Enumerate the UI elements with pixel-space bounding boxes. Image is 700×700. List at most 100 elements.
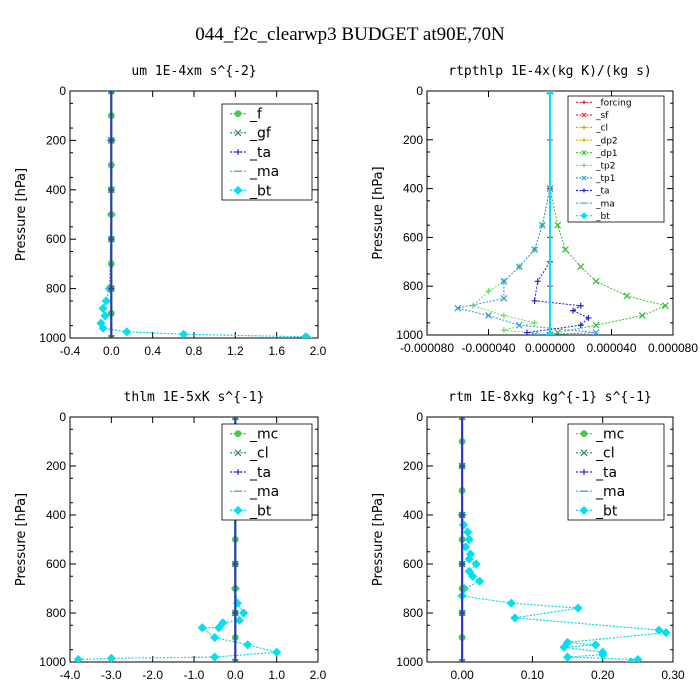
x-tick-label: 2.0 xyxy=(310,344,327,358)
data-point xyxy=(463,527,473,537)
y-tick-label: 0 xyxy=(416,84,423,98)
legend-marker xyxy=(580,212,588,220)
data-point xyxy=(239,608,249,618)
data-point xyxy=(459,561,466,567)
data-point xyxy=(303,333,313,338)
x-tick-label: -4.0 xyxy=(60,668,81,682)
legend-label: _cl xyxy=(595,446,615,462)
data-point xyxy=(73,654,83,662)
y-tick-label: 200 xyxy=(46,133,66,147)
panel-title: um 1E-4xm s^{-2} xyxy=(131,64,256,79)
data-point xyxy=(531,246,539,254)
data-point xyxy=(500,312,507,319)
chart-panels: um 1E-4xm s^{-2} Pressure [hPa] 0 200 400 600… xyxy=(14,64,698,682)
data-point xyxy=(523,329,530,335)
data-point xyxy=(108,186,115,193)
x-tick-label: -1.0 xyxy=(184,668,205,682)
y-tick-label: 200 xyxy=(403,459,423,473)
legend-marker xyxy=(582,163,586,168)
panel-1: um 1E-4xm s^{-2} Pressure [hPa] 0 200 400 600… xyxy=(14,64,327,358)
legend-label: _bt xyxy=(249,503,272,519)
legend-marker xyxy=(580,430,588,438)
data-point xyxy=(545,330,555,335)
x-tick-label: -2.0 xyxy=(142,668,163,682)
legend: _forcing _sf _cl _dp2 _dp1 _tp2 _tp1 _ta _ma _bt xyxy=(567,95,665,223)
x-tick-label: 0.000080 xyxy=(648,341,698,355)
x-tick-label: 0.000000 xyxy=(525,341,575,355)
legend: _f _gf _ta _ma _bt xyxy=(221,103,313,201)
plot-frame xyxy=(426,416,674,663)
x-tick-label: -0.000040 xyxy=(461,341,515,355)
data-point xyxy=(98,323,108,333)
y-axis-label: Pressure [hPa] xyxy=(371,166,386,259)
data-point xyxy=(179,329,189,338)
x-tick-label: -3.0 xyxy=(101,668,122,682)
legend-marker xyxy=(581,175,587,181)
data-point xyxy=(272,647,282,657)
data-point xyxy=(234,615,245,625)
data-point xyxy=(122,327,132,337)
data-point xyxy=(554,221,562,229)
x-tick-label: 2.0 xyxy=(310,668,327,682)
data-point xyxy=(458,417,466,421)
legend: _mc _cl _ta _ma _bt xyxy=(221,423,313,521)
legend-label: _ma xyxy=(595,484,625,500)
x-tick-label: 0.0 xyxy=(103,344,120,358)
data-point xyxy=(506,598,516,608)
legend-box xyxy=(567,95,665,223)
panel-3: thlm 1E-5xK s^{-1} Pressure [hPa] 0 200 400 6… xyxy=(14,390,327,682)
legend-label: _ta xyxy=(595,465,617,481)
data-point xyxy=(592,277,600,285)
legend-label: _ta xyxy=(595,187,610,197)
data-point xyxy=(661,302,669,310)
series-line xyxy=(472,91,551,335)
series-ta xyxy=(108,91,115,338)
panel-4: rtm 1E-8xkg kg^{-1} s^{-1} Pressure [hPa]… xyxy=(371,390,685,682)
x-tick-label: 0.10 xyxy=(521,668,545,682)
data-point xyxy=(554,329,562,335)
data-point xyxy=(510,613,520,623)
x-tick-label: -0.000080 xyxy=(400,341,454,355)
data-point xyxy=(108,236,115,243)
data-point xyxy=(459,417,466,420)
data-point xyxy=(232,561,239,567)
data-point xyxy=(654,625,664,635)
panel-title: thlm 1E-5xK s^{-1} xyxy=(124,390,265,405)
data-point xyxy=(570,307,577,314)
legend-label: _cl xyxy=(249,446,269,462)
series-tp2 xyxy=(470,91,553,335)
data-point xyxy=(459,463,466,469)
data-point xyxy=(633,654,643,662)
x-tick-label: 0.00 xyxy=(450,668,474,682)
data-point xyxy=(232,610,239,616)
data-point xyxy=(515,263,523,271)
data-point xyxy=(459,659,466,662)
x-tick-label: 0.20 xyxy=(591,668,615,682)
data-point xyxy=(106,653,116,662)
y-tick-label: 400 xyxy=(46,508,66,522)
data-point xyxy=(561,246,569,254)
y-tick-label: 1000 xyxy=(39,655,66,669)
y-tick-label: 600 xyxy=(46,232,66,246)
data-point xyxy=(563,652,573,662)
data-point xyxy=(108,137,115,144)
y-axis-label: Pressure [hPa] xyxy=(14,493,29,586)
legend-marker xyxy=(582,138,586,143)
data-point xyxy=(638,312,646,319)
data-point xyxy=(485,288,492,295)
legend-label: _dp1 xyxy=(595,149,618,159)
figure-title: 044_f2c_clearwp3 BUDGET at90E,70N xyxy=(195,24,505,45)
data-point xyxy=(573,603,583,613)
legend-label: _tp2 xyxy=(595,161,615,171)
data-point xyxy=(598,650,608,660)
y-tick-label: 800 xyxy=(46,606,66,620)
legend-label: _ta xyxy=(249,465,271,481)
legend-marker xyxy=(233,185,243,195)
data-point xyxy=(534,278,541,285)
data-point xyxy=(210,632,220,643)
legend-label: _forcing xyxy=(595,98,632,108)
legend-label: _ma xyxy=(249,164,279,180)
data-point xyxy=(515,321,523,329)
plot-area xyxy=(96,91,313,338)
